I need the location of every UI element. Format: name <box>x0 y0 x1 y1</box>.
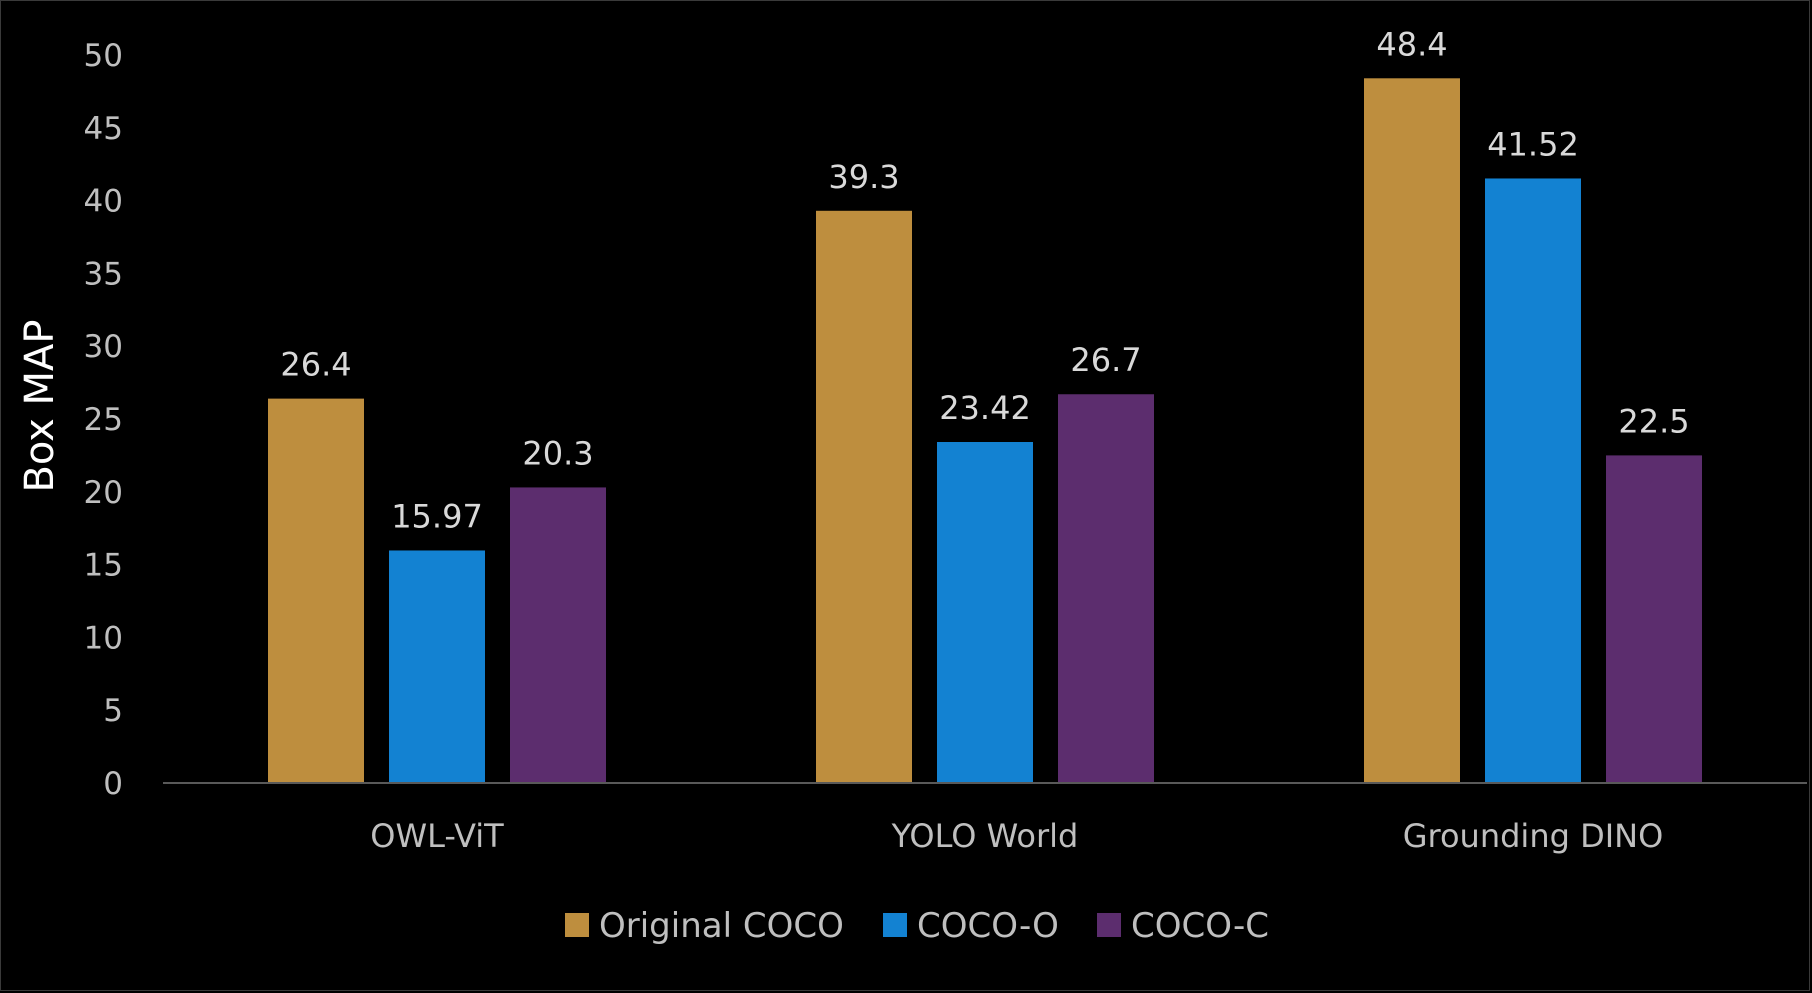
category-label: OWL-ViT <box>370 817 504 855</box>
data-labels-group: 26.4 15.97 20.3 39.3 23.42 26.7 48.4 41.52 22.5 <box>280 25 1689 535</box>
data-label: 26.7 <box>1070 341 1141 379</box>
legend-swatch-coco-c <box>1097 913 1121 937</box>
legend: Original COCO COCO-O COCO-C <box>565 906 1269 946</box>
data-label: 48.4 <box>1376 25 1447 63</box>
y-tick-label: 40 <box>84 184 123 220</box>
data-label: 41.52 <box>1487 125 1579 163</box>
data-label: 39.3 <box>828 158 899 196</box>
y-tick-label: 45 <box>84 111 123 147</box>
bar-coco-c-2 <box>1606 455 1702 783</box>
y-tick-label: 25 <box>84 402 123 438</box>
category-label: Grounding DINO <box>1403 817 1664 855</box>
data-label: 15.97 <box>391 497 483 535</box>
legend-label: COCO-O <box>917 906 1059 946</box>
bar-coco-c-1 <box>1058 394 1154 783</box>
legend-label: Original COCO <box>599 906 844 946</box>
category-label: YOLO World <box>891 817 1079 855</box>
bar-original-coco-2 <box>1364 78 1460 783</box>
category-labels: OWL-ViT YOLO World Grounding DINO <box>370 817 1663 855</box>
y-tick-label: 30 <box>84 329 123 365</box>
y-tick-label: 10 <box>84 620 123 656</box>
bar-original-coco-1 <box>816 210 912 784</box>
bar-coco-o-2 <box>1485 178 1581 783</box>
y-axis-ticks: 0 5 10 15 20 25 30 35 40 45 50 <box>84 38 123 802</box>
data-label: 22.5 <box>1618 402 1689 440</box>
bars-group <box>268 78 1702 784</box>
y-tick-label: 35 <box>84 256 123 292</box>
y-axis-title: Box MAP <box>17 319 63 492</box>
data-label: 26.4 <box>280 346 351 384</box>
data-label: 20.3 <box>522 434 593 472</box>
y-tick-label: 20 <box>84 475 123 511</box>
legend-label: COCO-C <box>1131 906 1269 946</box>
bar-coco-o-1 <box>937 442 1033 783</box>
bar-coco-c-0 <box>510 487 606 783</box>
legend-swatch-original-coco <box>565 913 589 937</box>
legend-swatch-coco-o <box>883 913 907 937</box>
bar-original-coco-0 <box>268 398 364 783</box>
bar-coco-o-0 <box>389 550 485 783</box>
data-label: 23.42 <box>939 389 1031 427</box>
y-tick-label: 15 <box>84 548 123 584</box>
y-tick-label: 5 <box>103 693 123 729</box>
y-tick-label: 50 <box>84 38 123 74</box>
y-tick-label: 0 <box>103 766 123 802</box>
